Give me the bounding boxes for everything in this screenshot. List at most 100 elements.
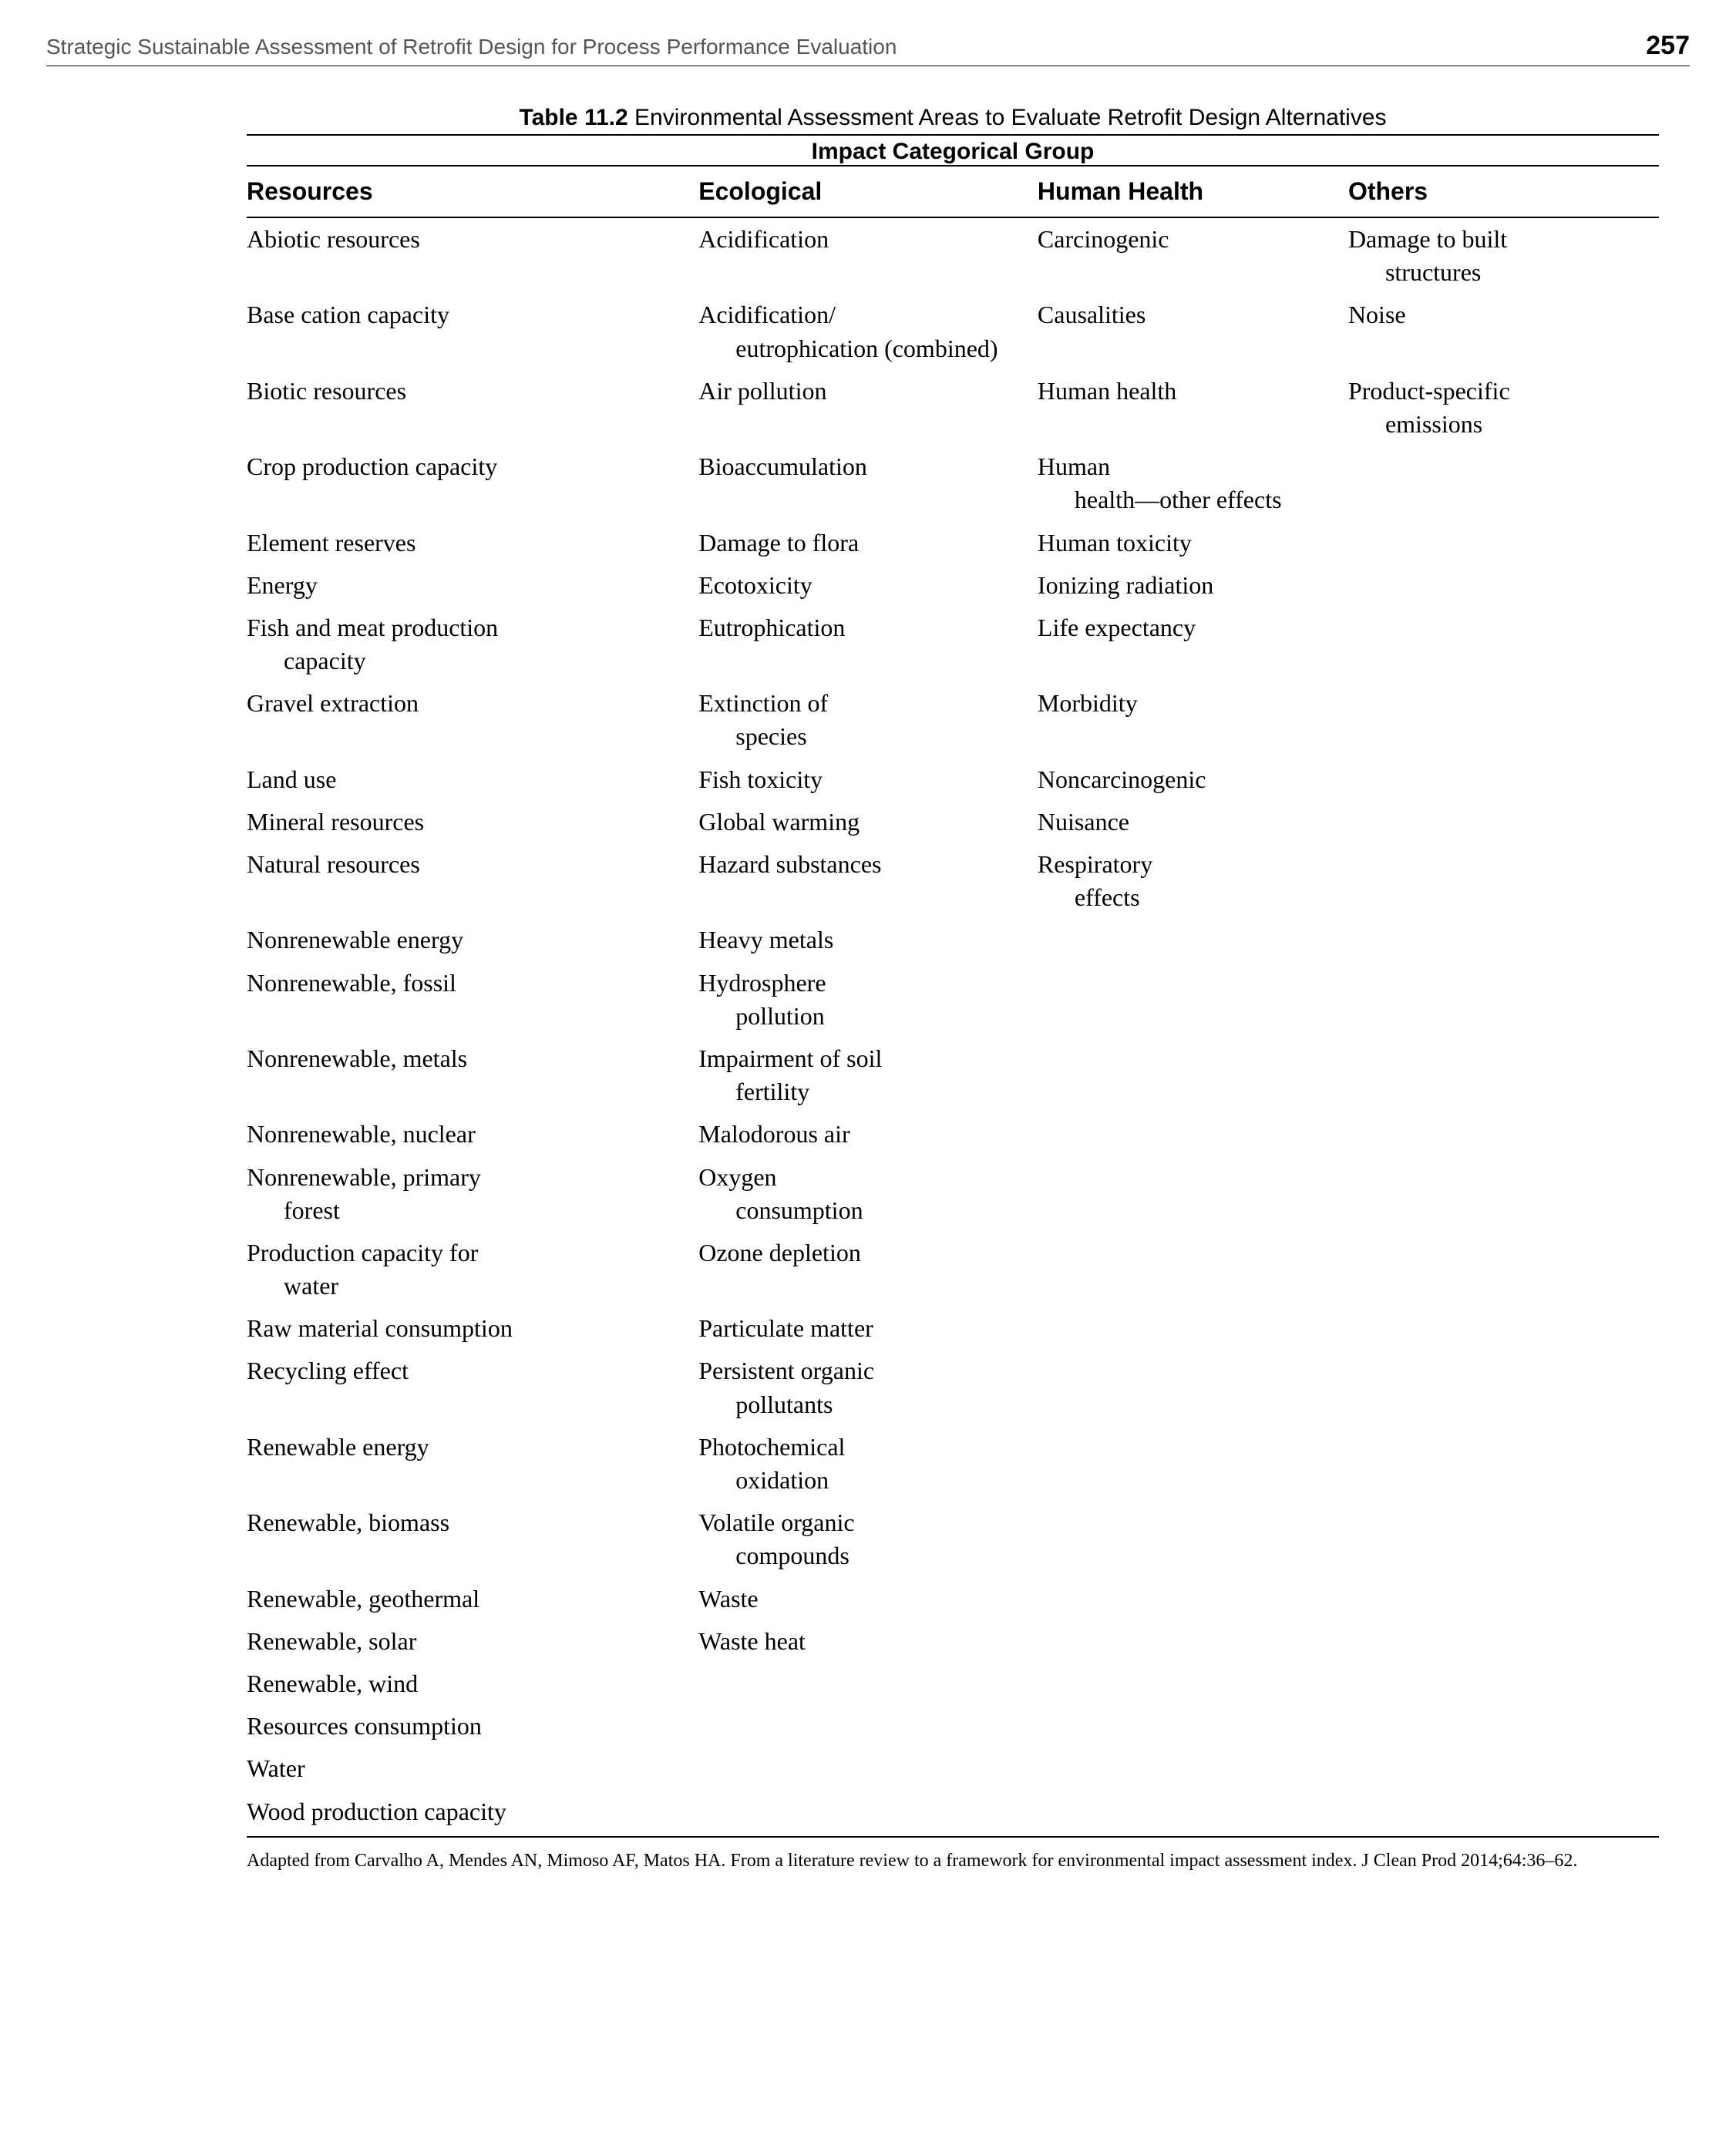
table-cell: Fish toxicity [698,758,1038,801]
table-cell [1038,919,1348,961]
table-cell: Malodorous air [698,1113,1038,1155]
table-cell: Ozone depletion [698,1232,1038,1307]
table-caption: Table 11.2 Environmental Assessment Area… [247,105,1659,131]
table-cell [1348,1705,1659,1747]
table-cell: Acidification [698,217,1038,294]
table-cell [1348,1038,1659,1113]
table-cell [1038,1747,1348,1790]
table-row: Nonrenewable, primaryforestOxygenconsump… [247,1156,1659,1232]
table-cell: Nonrenewable, nuclear [247,1113,698,1155]
table-cell [1348,1663,1659,1705]
table-row: Crop production capacityBioaccumulationH… [247,446,1659,521]
table-cell: Raw material consumption [247,1307,698,1350]
table-cell: Recycling effect [247,1350,698,1425]
table-cell [1038,1663,1348,1705]
table-cell [1348,962,1659,1038]
table-cell: Morbidity [1038,682,1348,758]
table-row: Land useFish toxicityNoncarcinogenic [247,758,1659,801]
table-row: Wood production capacity [247,1791,1659,1837]
table-row: Nonrenewable, fossilHydrospherepollution [247,962,1659,1038]
table-footnote: Adapted from Carvalho A, Mendes AN, Mimo… [247,1848,1659,1875]
table-cell: Nonrenewable, metals [247,1038,698,1113]
table-row: Gravel extractionExtinction ofspeciesMor… [247,682,1659,758]
table-cell: Causalities [1038,294,1348,369]
table-row: Base cation capacityAcidification/eutrop… [247,294,1659,369]
table-cell: Respiratoryeffects [1038,843,1348,919]
table-cell: Natural resources [247,843,698,919]
table-cell [1038,1620,1348,1663]
table-row: Water [247,1747,1659,1790]
table-cell: Water [247,1747,698,1790]
table-cell [1038,1113,1348,1155]
table-cell: Noncarcinogenic [1038,758,1348,801]
table-cell [1038,1307,1348,1350]
table-cell [1038,1232,1348,1307]
table-cell [698,1663,1038,1705]
table-cell: Abiotic resources [247,217,698,294]
table-cell [1348,522,1659,564]
table-cell: Air pollution [698,370,1038,446]
col-header-resources: Resources [247,166,698,217]
table-row: Nonrenewable, metalsImpairment of soilfe… [247,1038,1659,1113]
table-row: Renewable, wind [247,1663,1659,1705]
table-cell [1038,1426,1348,1502]
table-cell [698,1791,1038,1837]
table-cell [1348,564,1659,607]
table-cell: Eutrophication [698,607,1038,682]
table-cell [1038,1502,1348,1577]
table-cell [1348,758,1659,801]
table-cell: Global warming [698,801,1038,843]
table-cell: Product-specificemissions [1348,370,1659,446]
impact-table: Resources Ecological Human Health Others… [247,165,1659,1838]
table-cell [1348,607,1659,682]
table-cell: Renewable, wind [247,1663,698,1705]
table-cell: Renewable, geothermal [247,1578,698,1620]
table-row: EnergyEcotoxicityIonizing radiation [247,564,1659,607]
table-cell: Waste [698,1578,1038,1620]
table-row: Abiotic resourcesAcidificationCarcinogen… [247,217,1659,294]
table-cell: Heavy metals [698,919,1038,961]
table-cell: Wood production capacity [247,1791,698,1837]
table-cell: Gravel extraction [247,682,698,758]
table-cell: Resources consumption [247,1705,698,1747]
table-header-row: Resources Ecological Human Health Others [247,166,1659,217]
table-cell: Volatile organiccompounds [698,1502,1038,1577]
table-cell [1348,1426,1659,1502]
table-row: Renewable, solarWaste heat [247,1620,1659,1663]
table-cell [1038,1578,1348,1620]
table-cell: Nuisance [1038,801,1348,843]
table-cell [1348,1791,1659,1837]
table-cell: Base cation capacity [247,294,698,369]
table-row: Production capacity forwaterOzone deplet… [247,1232,1659,1307]
table-cell [1348,1620,1659,1663]
table-cell: Persistent organicpollutants [698,1350,1038,1425]
table-cell [1348,1747,1659,1790]
table-cell: Bioaccumulation [698,446,1038,521]
table-cell [1038,1791,1348,1837]
table-row: Element reservesDamage to floraHuman tox… [247,522,1659,564]
table-row: Recycling effectPersistent organicpollut… [247,1350,1659,1425]
table-cell: Mineral resources [247,801,698,843]
table-cell: Impairment of soilfertility [698,1038,1038,1113]
table-cell: Production capacity forwater [247,1232,698,1307]
table-cell: Extinction ofspecies [698,682,1038,758]
table-cell: Hydrospherepollution [698,962,1038,1038]
col-header-human-health: Human Health [1038,166,1348,217]
table-cell: Nonrenewable, fossil [247,962,698,1038]
table-cell: Crop production capacity [247,446,698,521]
table-cell [1038,962,1348,1038]
table-cell: Human health [1038,370,1348,446]
running-head: Strategic Sustainable Assessment of Retr… [46,35,897,59]
table-cell [1348,682,1659,758]
table-cell [698,1705,1038,1747]
table-row: Nonrenewable, nuclearMalodorous air [247,1113,1659,1155]
page-number: 257 [1646,31,1690,61]
col-header-others: Others [1348,166,1659,217]
table-caption-label: Table 11.2 [519,105,627,130]
table-row: Raw material consumptionParticulate matt… [247,1307,1659,1350]
table-cell: Energy [247,564,698,607]
table-row: Biotic resourcesAir pollutionHuman healt… [247,370,1659,446]
table-cell: Photochemicaloxidation [698,1426,1038,1502]
table-cell: Acidification/eutrophication (combined) [698,294,1038,369]
table-cell: Waste heat [698,1620,1038,1663]
